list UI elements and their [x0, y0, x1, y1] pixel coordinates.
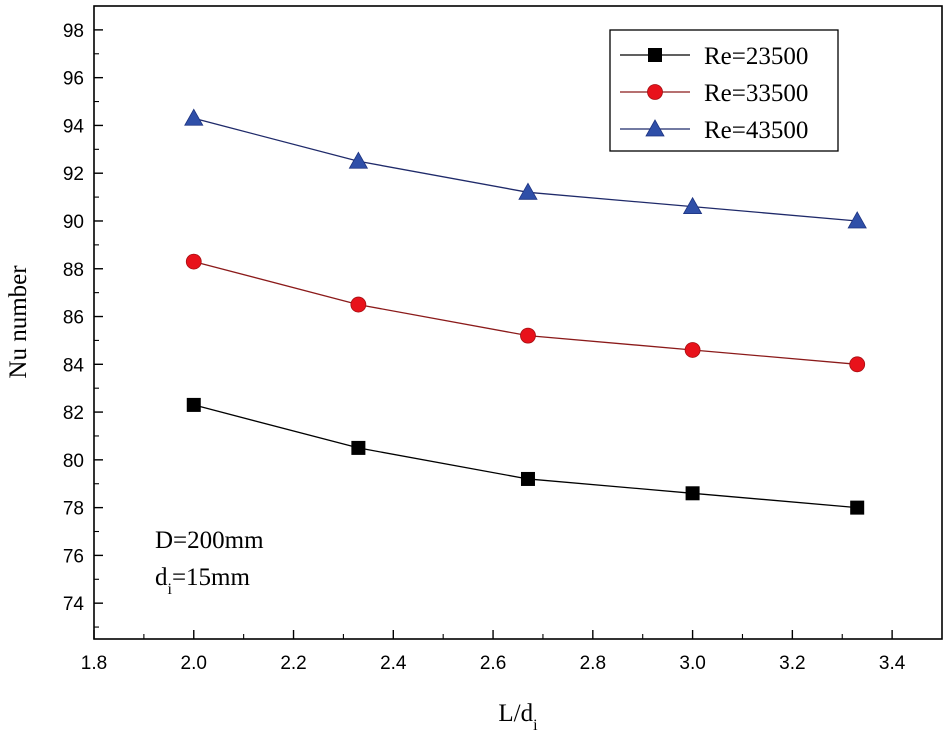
x-axis-title: L/di [498, 700, 538, 734]
legend: Re=23500 Re=33500 Re=43500 [609, 29, 839, 152]
y-tick-label: 92 [63, 164, 84, 185]
y-tick-label: 94 [63, 116, 85, 137]
data-point [850, 500, 865, 515]
y-axis: 74 76 78 80 82 84 86 88 90 92 94 96 98 [63, 21, 103, 628]
x-tick-label: 2.4 [380, 653, 407, 674]
legend-label: Re=43500 [704, 117, 808, 144]
x-tick-label: 1.8 [81, 653, 107, 674]
series-layer [184, 108, 867, 515]
legend-label: Re=33500 [704, 80, 808, 107]
data-point [847, 211, 867, 229]
data-point [684, 342, 701, 358]
plot-frame [93, 5, 943, 640]
x-axis: 1.8 2.0 2.2 2.4 2.6 2.8 3.0 3.2 3.4 [81, 630, 906, 674]
y-tick-label: 76 [63, 546, 84, 567]
x-tick-label: 2.2 [280, 653, 306, 674]
data-point [682, 196, 703, 215]
x-tick-label: 2.8 [580, 653, 606, 674]
y-tick-label: 80 [63, 451, 84, 472]
y-tick-label: 88 [63, 260, 84, 281]
x-tick-label: 3.2 [779, 653, 805, 674]
data-point [186, 397, 201, 412]
legend-marker [647, 84, 663, 100]
y-tick-label: 96 [63, 69, 84, 90]
y-tick-label: 90 [63, 212, 84, 233]
y-tick-label: 78 [63, 499, 84, 520]
data-point [350, 296, 367, 313]
legend-marker [648, 48, 662, 62]
annotation-d-outer: D=200mm [155, 527, 264, 554]
data-point [518, 182, 538, 200]
series-line [193, 260, 858, 365]
annotation-d-inner: di=15mm [155, 564, 250, 598]
data-point [351, 440, 366, 455]
y-tick-label: 98 [63, 21, 84, 42]
series-Re=23500 [186, 397, 865, 515]
x-tick-label: 3.0 [679, 653, 705, 674]
data-point [184, 108, 204, 126]
y-tick-label: 74 [63, 594, 85, 615]
legend-label: Re=23500 [704, 43, 808, 70]
data-point [348, 151, 369, 169]
legend-marker [645, 119, 665, 137]
data-point [520, 471, 535, 486]
data-point [685, 486, 700, 501]
y-axis-title: Nu number [5, 265, 32, 379]
series-Re=33500 [185, 253, 866, 373]
data-point [520, 327, 536, 344]
y-tick-label: 84 [63, 355, 85, 376]
y-tick-label: 86 [63, 308, 84, 329]
x-tick-label: 2.0 [181, 653, 207, 674]
data-point [185, 253, 202, 270]
series-line [193, 404, 858, 509]
x-tick-label: 3.4 [879, 653, 906, 674]
y-tick-label: 82 [63, 403, 84, 424]
series-Re=43500 [184, 108, 867, 229]
data-point [849, 356, 866, 373]
x-tick-label: 2.6 [480, 653, 506, 674]
